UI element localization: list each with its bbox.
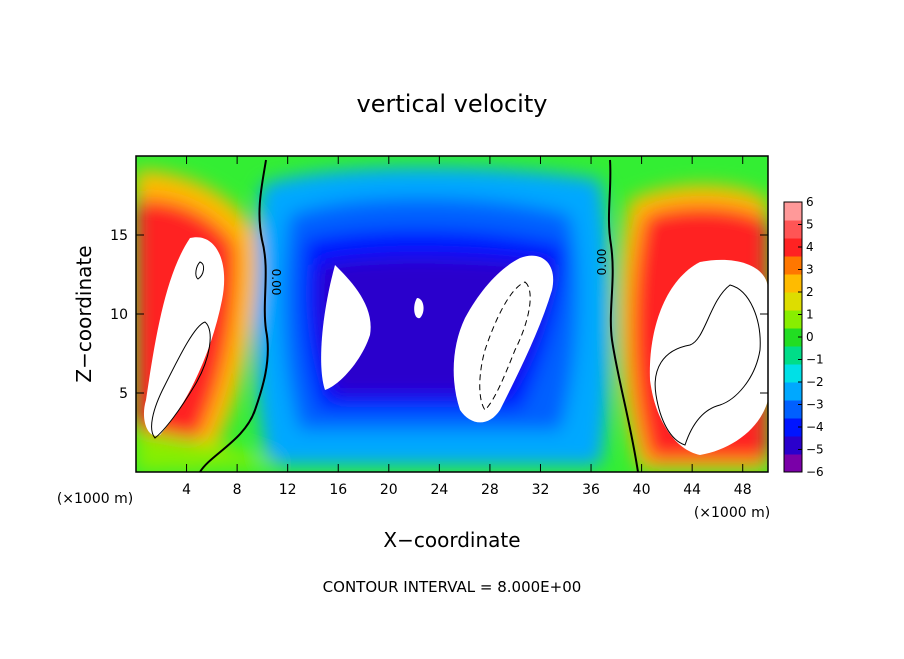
y-axis: 5 10 15	[110, 228, 768, 402]
x-tick-label: 4	[182, 482, 191, 498]
y-tick-label: 5	[119, 386, 128, 402]
colorbar-swatch	[784, 274, 802, 293]
central-downdraft-core-c	[453, 255, 554, 423]
colorbar-tick-label: 1	[806, 308, 814, 322]
left-positive-contour-2	[195, 261, 205, 280]
x-tick-label: 40	[633, 482, 651, 498]
chart-title: vertical velocity	[357, 90, 548, 118]
saturated-cores	[143, 237, 768, 455]
colorbar-swatch	[784, 418, 802, 437]
central-negative-contour	[479, 281, 531, 411]
colorbar-tick-label: −3	[806, 398, 824, 412]
contour-label-left: 0.00	[269, 269, 283, 296]
central-downdraft-core-a	[321, 265, 371, 390]
y-tick-label: 10	[110, 307, 128, 323]
low-level-green	[136, 430, 280, 472]
right-updraft-core	[649, 259, 768, 455]
colorbar-swatch	[784, 310, 802, 329]
y-tick-label: 15	[110, 228, 128, 244]
colorbar-tick-label: −4	[806, 420, 824, 434]
colorbar-swatch	[784, 364, 802, 383]
x-tick-label: 28	[481, 482, 499, 498]
colorbar-tick-label: −1	[806, 353, 824, 367]
right-positive-contour	[654, 284, 761, 446]
x-axis-title: X−coordinate	[383, 528, 520, 552]
x-tick-label: 24	[430, 482, 448, 498]
plot-area: 0.00 0.00	[136, 156, 768, 472]
colorbar-swatch	[784, 220, 802, 239]
zero-contour-right	[607, 159, 639, 472]
colorbar-swatch	[784, 436, 802, 455]
x-tick-label: 36	[582, 482, 600, 498]
x-unit-left: (×1000 m)	[57, 491, 133, 507]
colorbar-swatch	[784, 346, 802, 365]
colorbar-swatch	[784, 382, 802, 401]
x-tick-label: 32	[532, 482, 550, 498]
colorbar-tick-label: −5	[806, 443, 824, 457]
x-tick-label: 16	[329, 482, 347, 498]
left-positive-contour	[151, 321, 211, 439]
colorbar-swatch	[784, 202, 802, 221]
colorbar: 6 5 4 3 2 1 0 −1 −2 −3 −4 −5 −6	[783, 195, 824, 479]
central-downdraft-core-b	[414, 298, 424, 319]
colorbar-tick-label: 5	[806, 218, 814, 232]
colorbar-tick-label: 4	[806, 240, 814, 254]
contour-interval-note: CONTOUR INTERVAL = 8.000E+00	[323, 578, 582, 596]
x-tick-label: 44	[683, 482, 701, 498]
colorbar-swatch	[784, 256, 802, 275]
colorbar-swatch	[784, 292, 802, 311]
colorbar-tick-label: 2	[806, 285, 814, 299]
colorbar-tick-label: 6	[806, 195, 814, 209]
contour-label-right: 0.00	[595, 249, 609, 276]
colorbar-swatch	[784, 454, 802, 473]
colorbar-swatch	[784, 328, 802, 347]
x-tick-label: 20	[380, 482, 398, 498]
x-tick-label: 8	[233, 482, 242, 498]
x-tick-label: 12	[279, 482, 297, 498]
colorbar-tick-label: 0	[806, 330, 814, 344]
colorbar-tick-label: −6	[806, 465, 824, 479]
x-axis: 4 8 12 16 20 24 28 32 36 40 44 48	[182, 156, 752, 498]
x-tick-label: 48	[734, 482, 752, 498]
colorbar-swatch	[784, 400, 802, 419]
x-unit-right: (×1000 m)	[694, 505, 770, 521]
contour-lines	[151, 159, 761, 472]
colorbar-tick-label: −2	[806, 375, 824, 389]
colorbar-tick-label: 3	[806, 263, 814, 277]
colorbar-swatch	[784, 238, 802, 257]
zero-contour-left	[199, 159, 269, 472]
y-axis-title: Z−coordinate	[72, 245, 96, 382]
